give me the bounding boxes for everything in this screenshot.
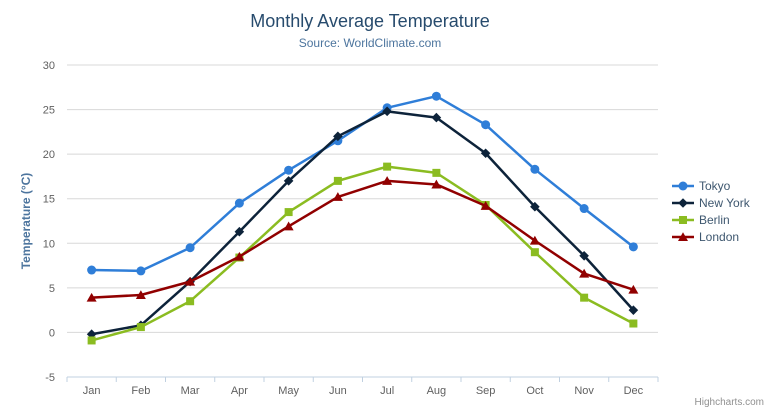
series-line-london [90,179,635,299]
data-point-new-york-jun[interactable] [333,131,343,142]
data-point-berlin-nov[interactable] [580,293,589,302]
y-axis-label-5: 5 [49,283,55,295]
data-point-tokyo-oct[interactable] [530,164,540,174]
data-point-london-jun[interactable] [332,192,343,201]
series-new-york [86,106,639,340]
legend-symbol-diamond-icon [672,197,694,208]
series-london [86,176,639,302]
legend-symbol-square-icon [672,215,694,224]
data-point-new-york-aug[interactable] [431,112,442,123]
series-line-tokyo [90,94,635,273]
series-tokyo [87,91,638,276]
data-point-berlin-dec[interactable] [629,319,638,328]
legend-label-new-york: New York [699,195,750,210]
legend-label-berlin: Berlin [699,212,730,227]
data-point-berlin-jun[interactable] [333,176,342,185]
data-point-tokyo-jan[interactable] [87,265,97,275]
data-point-new-york-sep[interactable] [480,148,491,159]
y-axis-label-10: 10 [43,238,55,250]
data-point-new-york-apr[interactable] [234,226,245,237]
data-point-tokyo-may[interactable] [284,165,294,175]
chart-title: Monthly Average Temperature [250,11,490,31]
legend-label-london: London [699,229,740,244]
credits-link[interactable]: Highcharts.com [694,397,764,408]
legend-symbol-circle-icon [672,181,694,190]
y-axis-label-30: 30 [43,60,55,72]
legend: Tokyo New York Berlin London [672,177,750,245]
x-axis-label-jul: Jul [380,385,394,397]
data-point-tokyo-mar[interactable] [185,243,195,253]
x-axis-label-apr: Apr [231,385,248,397]
y-axis-label-25: 25 [43,105,55,117]
x-axis-label-sep: Sep [476,385,496,397]
legend-item-new-york[interactable]: New York [672,194,750,211]
x-axis-label-may: May [278,385,299,397]
legend-marker-london[interactable] [678,231,688,241]
data-point-london-jul[interactable] [382,176,393,185]
data-point-berlin-aug[interactable] [432,168,441,177]
x-axis-label-jun: Jun [329,385,347,397]
data-point-tokyo-sep[interactable] [481,120,491,130]
series-line-new-york [90,110,635,336]
data-point-london-jan[interactable] [86,292,97,302]
series-berlin [87,162,638,345]
y-axis-label-15: 15 [43,194,55,206]
data-point-london-sep[interactable] [480,201,491,210]
legend-item-london[interactable]: London [672,228,750,245]
y-axis-label--5: -5 [45,372,55,384]
y-axis-label-20: 20 [43,149,55,161]
data-point-new-york-dec[interactable] [628,305,639,315]
data-point-tokyo-aug[interactable] [431,91,441,101]
data-point-new-york-nov[interactable] [579,250,589,261]
legend-marker-tokyo[interactable] [678,181,688,190]
x-axis-label-aug: Aug [427,385,447,397]
x-axis-label-nov: Nov [574,385,594,397]
data-point-tokyo-nov[interactable] [579,204,589,214]
data-point-berlin-may[interactable] [284,208,293,217]
data-point-london-oct[interactable] [529,235,540,245]
x-axis-label-oct: Oct [526,385,543,397]
data-point-berlin-mar[interactable] [186,297,195,306]
data-point-london-feb[interactable] [135,290,146,299]
y-axis-label-0: 0 [49,327,55,339]
legend-marker-new-york[interactable] [678,197,688,208]
data-point-tokyo-feb[interactable] [136,266,146,276]
data-point-berlin-jan[interactable] [87,336,96,345]
data-point-berlin-oct[interactable] [530,248,539,257]
legend-item-tokyo[interactable]: Tokyo [672,177,750,194]
data-point-berlin-feb[interactable] [136,323,145,332]
data-point-berlin-jul[interactable] [383,162,392,171]
legend-label-tokyo: Tokyo [699,178,731,193]
x-axis-label-dec: Dec [624,385,644,397]
series-line-berlin [90,165,635,342]
data-point-london-aug[interactable] [431,179,442,189]
data-point-london-apr[interactable] [234,251,245,261]
data-point-new-york-may[interactable] [283,176,294,186]
data-point-tokyo-dec[interactable] [628,242,638,252]
data-point-london-mar[interactable] [185,276,196,286]
data-point-new-york-jul[interactable] [382,106,392,117]
x-axis-label-mar: Mar [181,385,200,397]
x-axis-label-jan: Jan [83,385,101,397]
data-point-london-may[interactable] [283,221,294,231]
data-point-new-york-oct[interactable] [530,201,540,212]
data-point-tokyo-apr[interactable] [234,198,244,208]
legend-symbol-triangle-icon [672,231,694,241]
x-axis-label-feb: Feb [131,385,150,397]
data-point-london-dec[interactable] [628,284,639,294]
data-point-london-nov[interactable] [579,268,590,278]
legend-marker-berlin[interactable] [679,215,687,224]
chart-subtitle: Source: WorldClimate.com [298,36,442,50]
legend-item-berlin[interactable]: Berlin [672,211,750,228]
